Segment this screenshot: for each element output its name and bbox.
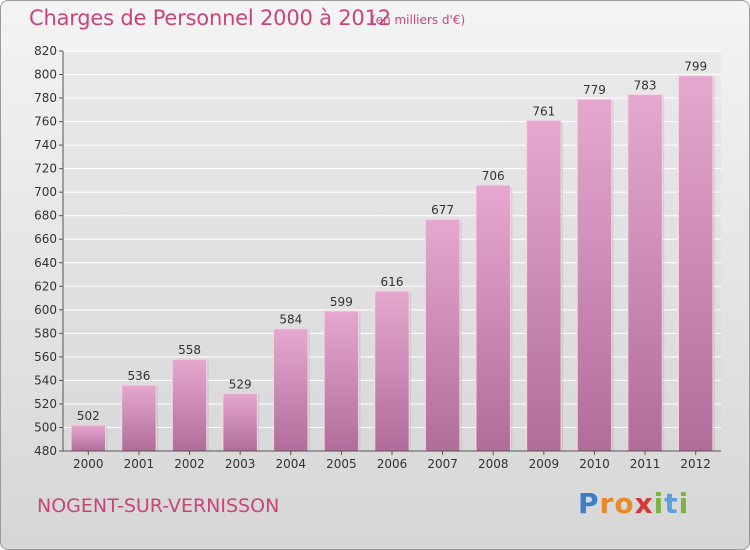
bar-2004 [273,328,309,452]
y-tick-label: 540 [34,373,57,387]
x-tick-label: 2000 [73,457,104,471]
logo-letter: t [664,487,679,520]
x-tick-label: 2011 [630,457,661,471]
y-tick-label: 760 [34,115,57,129]
logo-letter: P [578,487,600,520]
y-tick-label: 600 [34,303,57,317]
y-tick-label: 660 [34,232,57,246]
x-tick-label: 2012 [680,457,711,471]
data-label: 529 [229,377,252,391]
y-tick-label: 820 [34,44,57,58]
y-tick-label: 580 [34,326,57,340]
y-tick-label: 520 [34,397,57,411]
proxiti-logo: Proxiti [578,487,689,520]
data-label: 761 [532,104,555,118]
data-label: 536 [127,369,150,383]
axes: 480 500 520 540 560 580 600 620 640 660 680 700 720 7… [34,44,721,471]
data-label: 558 [178,343,201,357]
chart-title: Charges de Personnel 2000 à 2012 [29,6,391,30]
x-tick-label: 2005 [326,457,357,471]
bar-2006 [374,290,410,452]
y-tick-label: 640 [34,256,57,270]
bar-2010 [576,98,613,452]
commune-name: NOGENT-SUR-VERNISSON [37,495,280,517]
bar-2001 [121,384,157,452]
data-label: 584 [279,313,302,327]
x-tick-label: 2006 [377,457,408,471]
data-label: 799 [684,60,707,74]
x-tick-label: 2001 [124,457,155,471]
y-tick-label: 680 [34,209,57,223]
bar-2012 [677,75,714,452]
x-tick-label: 2004 [275,457,306,471]
data-label: 783 [634,79,657,93]
logo-letter: i [678,487,690,520]
x-tick-label: 2008 [478,457,509,471]
y-tick-label: 740 [34,138,57,152]
bar-2003 [222,392,258,452]
data-label: 779 [583,83,606,97]
x-tick-label: 2010 [579,457,610,471]
data-label: 599 [330,295,353,309]
bar-2007 [424,218,461,452]
y-tick-label: 800 [34,68,57,82]
x-tick-label: 2003 [225,457,256,471]
data-label: 677 [431,203,454,217]
bar-2008 [475,184,511,452]
bar-2002 [171,358,208,452]
y-tick-label: 780 [34,91,57,105]
chart-unit: (en milliers d'€) [371,13,466,27]
y-tick-label: 720 [34,162,57,176]
logo-letter: o [614,487,635,520]
y-tick-label: 700 [34,185,57,199]
logo-letter: i [653,487,665,520]
bars: 502 536 558 529 584 599 616 677 706 761 779 783 799 [70,60,715,452]
bar-2005 [323,310,360,452]
bar-2009 [526,119,562,452]
x-tick-label: 2007 [427,457,458,471]
y-tick-label: 500 [34,420,57,434]
x-tick-label: 2009 [529,457,560,471]
data-label: 502 [77,409,100,423]
y-tick-label: 480 [34,444,57,458]
data-label: 706 [482,169,505,183]
bar-2011 [627,94,663,452]
x-tick-label: 2002 [174,457,205,471]
data-label: 616 [381,275,404,289]
y-tick-label: 620 [34,279,57,293]
logo-letter: r [599,487,615,520]
y-tick-label: 560 [34,350,57,364]
logo-letter: x [634,487,654,520]
bar-2000 [70,424,107,452]
